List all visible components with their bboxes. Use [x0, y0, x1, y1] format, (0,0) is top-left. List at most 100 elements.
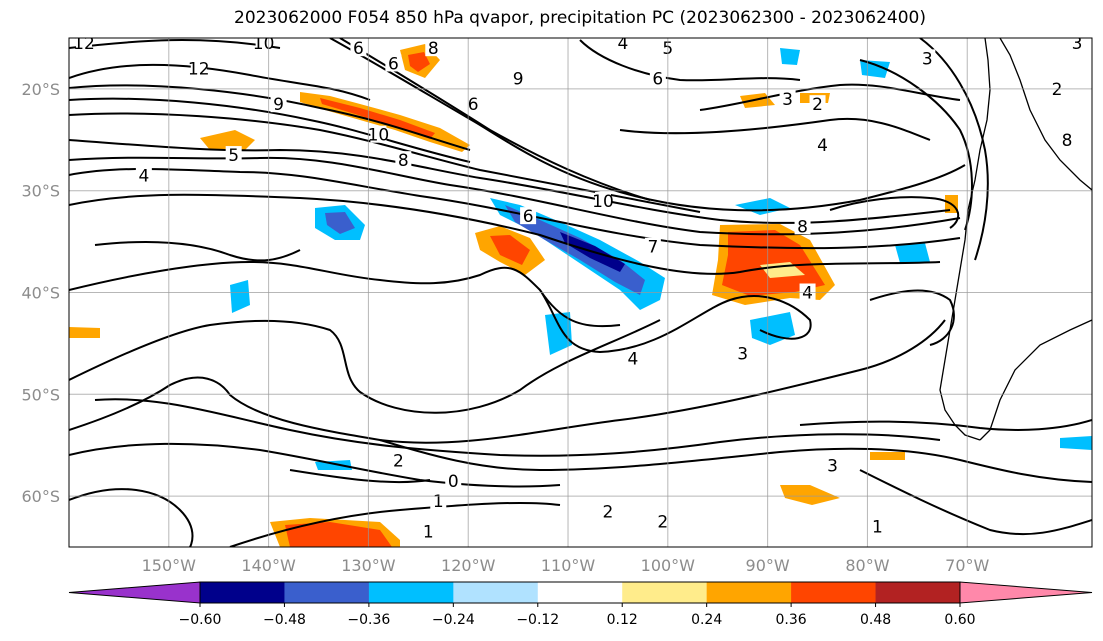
contour-label: 4 [627, 350, 638, 370]
contour-line [94, 241, 301, 262]
colorbar-bin [453, 582, 539, 603]
contour-label-bg [350, 39, 367, 57]
contour-label: 1 [872, 518, 883, 538]
contour-label-bg [1069, 38, 1086, 52]
contour-label-bg [734, 344, 751, 362]
contour-label-bg [614, 38, 631, 52]
contour-label: 2 [1052, 80, 1063, 100]
precip-negative-area [325, 212, 355, 234]
contour-label: 6 [353, 39, 364, 59]
lon-tick-label: 120°W [441, 556, 496, 575]
colorbar-tick-label: 0.36 [776, 612, 807, 628]
colorbar-tick-label: −0.36 [347, 612, 390, 628]
lon-tick-label: 130°W [341, 556, 396, 575]
contour-label: 7 [647, 238, 658, 258]
precip-negative-area [545, 312, 572, 355]
colorbar-bin [622, 582, 708, 603]
contour-label-bg [370, 125, 387, 143]
contour-label-bg [594, 191, 611, 209]
contour-line [69, 488, 194, 547]
coastline-south-america [939, 38, 991, 441]
contour-label-bg [135, 166, 152, 184]
map-title: 2023062000 F054 850 hPa qvapor, precipit… [234, 8, 926, 28]
contour-label-bg [1059, 130, 1076, 148]
contour-label-bg [624, 349, 641, 367]
contour-label-bg [270, 95, 287, 113]
contour-line [329, 38, 966, 212]
contour-label: 8 [398, 151, 409, 171]
contour-label: 9 [513, 70, 524, 90]
contour-label: 2 [393, 451, 404, 471]
contour-label: 2 [603, 502, 614, 522]
contour-line [339, 38, 651, 201]
colorbar-bin [368, 582, 454, 603]
contour-label: 10 [592, 192, 614, 212]
contour-label: 5 [228, 146, 239, 166]
contour-label: 3 [1072, 34, 1083, 54]
precip-negative-area [780, 48, 800, 65]
lat-tick-label: 20°S [21, 80, 60, 99]
colorbar [68, 581, 1093, 604]
colorbar-bin [875, 582, 961, 603]
precip-positive-area [408, 52, 430, 72]
contour-label-bg [385, 54, 402, 72]
contour-label-bg [420, 522, 437, 540]
contour-line [69, 319, 661, 414]
coastline-south-america [979, 319, 1092, 441]
lon-tick-label: 150°W [142, 556, 197, 575]
contour-line [69, 167, 961, 250]
map-frame [68, 37, 1093, 548]
colorbar-tick-label: 0.48 [860, 612, 891, 628]
precip-positive-area [200, 130, 255, 150]
contour-label: 9 [273, 95, 284, 115]
coastline [939, 38, 1092, 441]
contour-line [69, 84, 471, 151]
coastline-south-america [999, 38, 1092, 191]
lon-tick-label: 140°W [241, 556, 296, 575]
contour-label-bg [809, 95, 826, 113]
longitude-labels: 150°W 140°W 130°W 120°W 110°W 100°W 90°W 80°W 70… [142, 556, 990, 575]
contour-label-bg [644, 237, 661, 255]
contour-label-bg [794, 217, 811, 235]
contour-label: 6 [652, 70, 663, 90]
contour-label-bg [654, 512, 671, 530]
contour-label-bg [510, 69, 527, 87]
latitude-labels: 20°S 30°S 40°S 50°S 60°S [21, 80, 60, 506]
lat-tick-label: 40°S [21, 284, 60, 303]
contour-label: 8 [797, 217, 808, 237]
contour-label: 12 [188, 60, 210, 80]
contour-line [69, 193, 941, 275]
precip-negative-area [1060, 436, 1092, 450]
contour-label: 2 [812, 95, 823, 115]
contour-line [859, 469, 1092, 536]
contour-label-bg [225, 146, 242, 164]
contour-line [69, 97, 471, 163]
colorbar-bin [284, 582, 370, 603]
contour-label: 3 [737, 345, 748, 365]
contour-label-bg [919, 49, 936, 67]
colorbar-tick-label: −0.60 [179, 612, 222, 628]
contour-label-bg [599, 502, 616, 520]
contour-line [69, 442, 561, 488]
lon-tick-label: 70°W [945, 556, 989, 575]
contour-label: 8 [1062, 131, 1073, 151]
contour-label: 8 [428, 39, 439, 59]
contour-label-bg [465, 95, 482, 113]
colorbar-over-extension [959, 581, 1093, 604]
contour-label-bg [445, 471, 462, 489]
contour-label-bg [75, 38, 92, 52]
contour-label-bg [779, 90, 796, 108]
contour-label: 4 [618, 34, 629, 54]
contour-label-bg [255, 38, 272, 52]
contour-label-bg [520, 207, 537, 225]
contour-label: 4 [802, 284, 813, 304]
contour-line [94, 398, 941, 457]
precip-positive-area [490, 235, 530, 265]
colorbar-tick-label: 0.12 [607, 612, 638, 628]
precip-negative-area [505, 205, 645, 295]
precip-positive-area [780, 485, 840, 505]
contour-label: 3 [922, 49, 933, 69]
contour-line [859, 59, 973, 231]
